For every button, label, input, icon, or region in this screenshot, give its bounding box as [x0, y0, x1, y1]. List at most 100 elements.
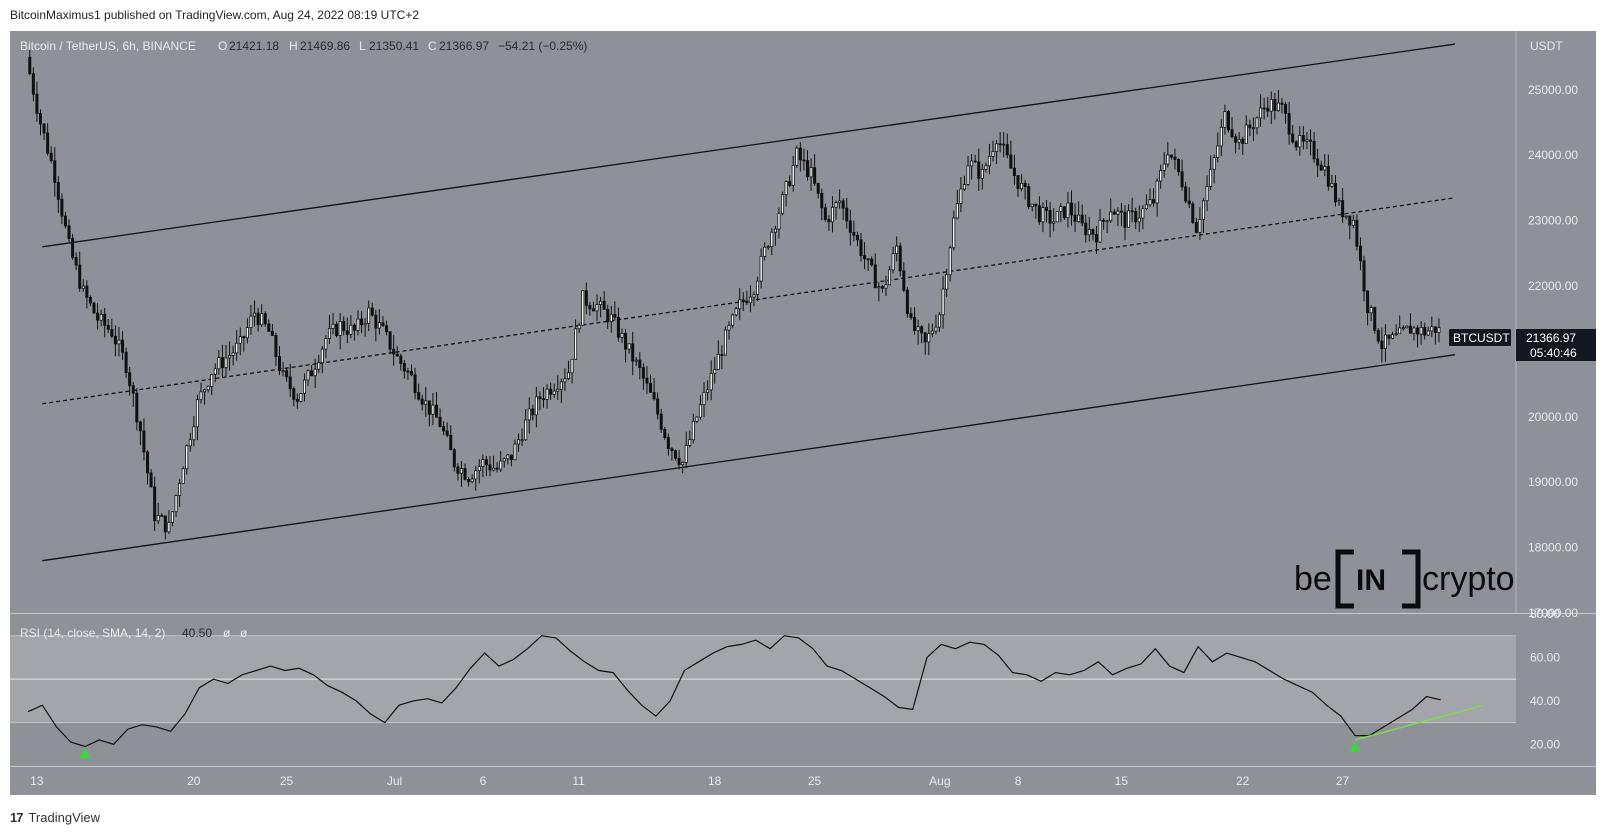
- candle[interactable]: [1401, 325, 1405, 331]
- candle[interactable]: [138, 420, 142, 446]
- candle[interactable]: [1091, 228, 1095, 241]
- candle[interactable]: [584, 282, 588, 315]
- candle[interactable]: [1419, 321, 1423, 345]
- candle[interactable]: [695, 416, 699, 424]
- candle[interactable]: [1291, 124, 1295, 144]
- candle[interactable]: [217, 350, 221, 375]
- candle[interactable]: [820, 188, 824, 221]
- candle[interactable]: [1405, 325, 1409, 329]
- candle[interactable]: [502, 457, 506, 468]
- candle[interactable]: [299, 393, 303, 403]
- candle[interactable]: [56, 176, 60, 214]
- candle[interactable]: [891, 246, 895, 274]
- candle[interactable]: [1248, 119, 1252, 137]
- candle[interactable]: [987, 143, 991, 175]
- candle[interactable]: [652, 378, 656, 401]
- candle[interactable]: [181, 466, 185, 484]
- candle[interactable]: [566, 360, 570, 381]
- candle[interactable]: [552, 383, 556, 398]
- candle[interactable]: [1201, 197, 1205, 233]
- candle[interactable]: [884, 275, 888, 297]
- candle[interactable]: [613, 301, 617, 321]
- candle[interactable]: [1380, 327, 1384, 363]
- candle[interactable]: [1316, 148, 1320, 177]
- candle[interactable]: [317, 354, 321, 374]
- candle[interactable]: [738, 288, 742, 321]
- candle[interactable]: [634, 357, 638, 367]
- candle[interactable]: [841, 198, 845, 221]
- candle[interactable]: [895, 236, 899, 262]
- candle[interactable]: [948, 245, 952, 282]
- candle[interactable]: [1005, 133, 1009, 159]
- candle[interactable]: [456, 463, 460, 481]
- candle[interactable]: [320, 345, 324, 374]
- candle[interactable]: [1216, 132, 1220, 163]
- candle[interactable]: [1119, 202, 1123, 226]
- candle[interactable]: [720, 345, 724, 370]
- candle[interactable]: [1080, 204, 1084, 227]
- candle[interactable]: [324, 335, 328, 359]
- candle[interactable]: [513, 439, 517, 461]
- candle[interactable]: [1426, 326, 1430, 337]
- candle[interactable]: [1027, 183, 1031, 209]
- candle[interactable]: [609, 305, 613, 333]
- candle[interactable]: [388, 331, 392, 355]
- candle[interactable]: [773, 225, 777, 246]
- candle[interactable]: [995, 140, 999, 164]
- candle[interactable]: [727, 321, 731, 340]
- candle[interactable]: [1341, 188, 1345, 223]
- candle[interactable]: [645, 366, 649, 394]
- candle[interactable]: [827, 215, 831, 232]
- candle[interactable]: [1009, 140, 1013, 169]
- candle[interactable]: [813, 154, 817, 186]
- candle[interactable]: [691, 413, 695, 444]
- candle[interactable]: [756, 276, 760, 301]
- candle[interactable]: [977, 148, 981, 191]
- candle[interactable]: [716, 340, 720, 370]
- candle[interactable]: [788, 175, 792, 188]
- candle[interactable]: [1355, 214, 1359, 251]
- candle[interactable]: [1344, 215, 1348, 220]
- candle[interactable]: [534, 386, 538, 428]
- candle[interactable]: [595, 294, 599, 321]
- candle[interactable]: [1333, 175, 1337, 207]
- candle[interactable]: [980, 163, 984, 190]
- candle[interactable]: [1423, 322, 1427, 340]
- candle[interactable]: [659, 408, 663, 433]
- candle[interactable]: [106, 319, 110, 334]
- candle[interactable]: [545, 384, 549, 409]
- candle[interactable]: [245, 318, 249, 344]
- candle[interactable]: [149, 469, 153, 488]
- candle[interactable]: [934, 314, 938, 335]
- candle[interactable]: [823, 203, 827, 222]
- candle[interactable]: [260, 304, 264, 327]
- candle[interactable]: [581, 290, 585, 326]
- channel-lower-line[interactable]: [42, 354, 1456, 562]
- candle[interactable]: [673, 449, 678, 461]
- candle[interactable]: [1020, 174, 1024, 192]
- candle[interactable]: [991, 140, 995, 162]
- candle[interactable]: [524, 408, 528, 441]
- candle[interactable]: [1055, 210, 1059, 223]
- candle[interactable]: [406, 367, 410, 380]
- candle[interactable]: [306, 369, 310, 386]
- candle[interactable]: [877, 282, 881, 302]
- candle[interactable]: [199, 382, 203, 404]
- candle[interactable]: [859, 232, 863, 262]
- candle[interactable]: [713, 356, 717, 384]
- candle[interactable]: [174, 494, 178, 517]
- candle[interactable]: [288, 364, 292, 397]
- candle[interactable]: [360, 311, 364, 333]
- candle[interactable]: [1383, 324, 1387, 362]
- candle[interactable]: [1298, 126, 1302, 156]
- rsi-trendline[interactable]: [1354, 704, 1484, 741]
- candle[interactable]: [81, 279, 85, 292]
- candle[interactable]: [1194, 217, 1198, 234]
- candle[interactable]: [445, 422, 449, 438]
- candle[interactable]: [952, 210, 956, 251]
- candle[interactable]: [49, 146, 53, 164]
- candle[interactable]: [1234, 133, 1238, 154]
- candle[interactable]: [370, 302, 374, 317]
- candle[interactable]: [203, 388, 207, 405]
- candle[interactable]: [1326, 154, 1330, 191]
